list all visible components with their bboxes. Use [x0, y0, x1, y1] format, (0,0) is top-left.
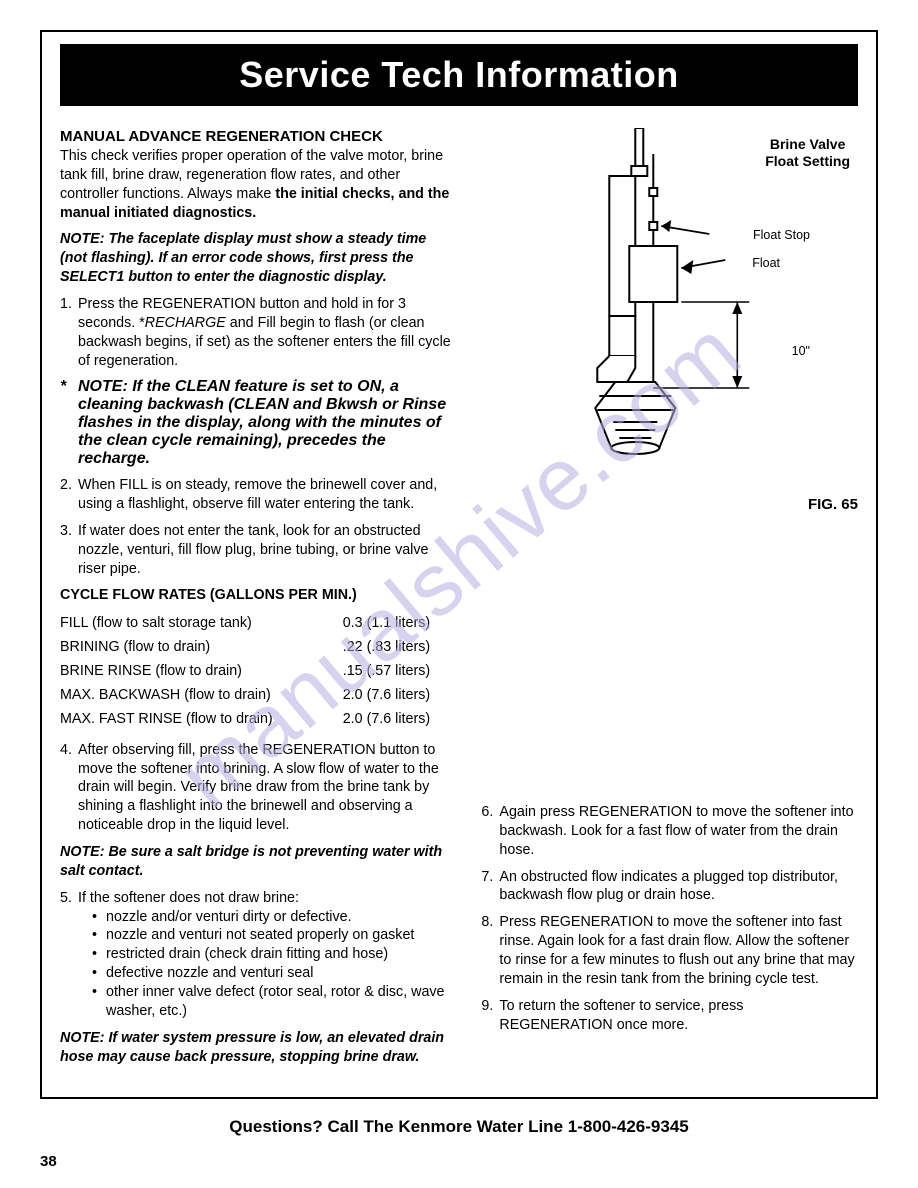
list-item: restricted drain (check drain fitting an…	[96, 945, 455, 964]
step-text: An obstructed flow indicates a plugged t…	[499, 868, 858, 906]
page-title-banner: Service Tech Information	[60, 44, 858, 106]
step-8: 8. Press REGENERATION to move the soften…	[481, 913, 858, 988]
star-note-row: * NOTE: If the CLEAN feature is set to O…	[60, 378, 455, 468]
step-3: 3. If water does not enter the tank, loo…	[60, 522, 455, 579]
page-number: 38	[40, 1153, 57, 1170]
note-salt-bridge: NOTE: Be sure a salt bridge is not preve…	[60, 843, 455, 881]
step-6: 6. Again press REGENERATION to move the …	[481, 803, 858, 860]
rate-value: 2.0 (7.6 liters)	[323, 707, 456, 731]
step-2: 2. When FILL is on steady, remove the br…	[60, 476, 455, 514]
note-faceplate: NOTE: The faceplate display must show a …	[60, 230, 455, 287]
steps-list-4: 5. If the softener does not draw brine: …	[60, 889, 455, 1021]
label-float: Float	[752, 256, 780, 271]
step-text: When FILL is on steady, remove the brine…	[78, 476, 455, 514]
rate-value: 0.3 (1.1 liters)	[323, 611, 456, 635]
steps-list-2: 2. When FILL is on steady, remove the br…	[60, 476, 455, 578]
brine-valve-diagram: Brine Valve Float Setting Float Stop Flo…	[481, 128, 858, 488]
step-number: 3.	[60, 522, 78, 579]
page-frame: Service Tech Information manualshive.com…	[40, 30, 878, 1099]
spacer	[481, 513, 858, 803]
steps-list: 1. Press the REGENERATION button and hol…	[60, 295, 455, 370]
section-heading: MANUAL ADVANCE REGENERATION CHECK	[60, 128, 455, 145]
table-row: MAX. BACKWASH (flow to drain)2.0 (7.6 li…	[60, 683, 455, 707]
step-9: 9. To return the softener to service, pr…	[481, 997, 858, 1035]
step-number: 1.	[60, 295, 78, 370]
step-text: Press REGENERATION to move the softener …	[499, 913, 858, 988]
step-number: 5.	[60, 889, 78, 1021]
flow-rates-table: FILL (flow to salt storage tank)0.3 (1.1…	[60, 611, 455, 731]
step-number: 9.	[481, 997, 499, 1035]
table-row: FILL (flow to salt storage tank)0.3 (1.1…	[60, 611, 455, 635]
table-row: BRINING (flow to drain).22 (.83 liters)	[60, 635, 455, 659]
step-number: 6.	[481, 803, 499, 860]
diagram-title-1: Brine Valve	[770, 136, 846, 152]
content-columns: MANUAL ADVANCE REGENERATION CHECK This c…	[60, 128, 858, 1075]
rate-value: .22 (.83 liters)	[323, 635, 456, 659]
step-text: Again press REGENERATION to move the sof…	[499, 803, 858, 860]
column-right: Brine Valve Float Setting Float Stop Flo…	[481, 128, 858, 1075]
step-number: 2.	[60, 476, 78, 514]
label-dim: 10"	[792, 344, 810, 359]
diagram-svg	[481, 128, 858, 488]
diagram-title: Brine Valve Float Setting	[765, 136, 850, 170]
step-text: To return the softener to service, press…	[499, 997, 858, 1035]
figure-label: FIG. 65	[481, 496, 858, 513]
step-text: If water does not enter the tank, look f…	[78, 522, 455, 579]
step-number: 7.	[481, 868, 499, 906]
column-left: MANUAL ADVANCE REGENERATION CHECK This c…	[60, 128, 455, 1075]
steps-list-right: 6. Again press REGENERATION to move the …	[481, 803, 858, 1034]
note-pressure: NOTE: If water system pressure is low, a…	[60, 1029, 455, 1067]
step1-recharge: RECHARGE	[145, 315, 226, 331]
rate-label: FILL (flow to salt storage tank)	[60, 611, 323, 635]
step-4: 4. After observing fill, press the REGEN…	[60, 741, 455, 835]
step-7: 7. An obstructed flow indicates a plugge…	[481, 868, 858, 906]
footer-questions: Questions? Call The Kenmore Water Line 1…	[40, 1117, 878, 1137]
step-number: 4.	[60, 741, 78, 835]
step-text: If the softener does not draw brine: noz…	[78, 889, 455, 1021]
step5-lead: If the softener does not draw brine:	[78, 890, 299, 906]
rate-label: MAX. FAST RINSE (flow to drain)	[60, 707, 323, 731]
step-5: 5. If the softener does not draw brine: …	[60, 889, 455, 1021]
star-note-text: NOTE: If the CLEAN feature is set to ON,…	[78, 378, 455, 468]
diagram-title-2: Float Setting	[765, 153, 850, 169]
rate-value: 2.0 (7.6 liters)	[323, 683, 456, 707]
rate-label: BRINE RINSE (flow to drain)	[60, 659, 323, 683]
step-1: 1. Press the REGENERATION button and hol…	[60, 295, 455, 370]
intro-paragraph: This check verifies proper operation of …	[60, 147, 455, 222]
label-float-stop: Float Stop	[753, 228, 810, 243]
list-item: nozzle and venturi not seated properly o…	[96, 926, 455, 945]
rate-label: MAX. BACKWASH (flow to drain)	[60, 683, 323, 707]
brine-bullets: nozzle and/or venturi dirty or defective…	[78, 908, 455, 1021]
list-item: defective nozzle and venturi seal	[96, 964, 455, 983]
step-text: After observing fill, press the REGENERA…	[78, 741, 455, 835]
step-text: Press the REGENERATION button and hold i…	[78, 295, 455, 370]
table-row: BRINE RINSE (flow to drain).15 (.57 lite…	[60, 659, 455, 683]
table-row: MAX. FAST RINSE (flow to drain)2.0 (7.6 …	[60, 707, 455, 731]
list-item: other inner valve defect (rotor seal, ro…	[96, 983, 455, 1021]
steps-list-3: 4. After observing fill, press the REGEN…	[60, 741, 455, 835]
step-number: 8.	[481, 913, 499, 988]
rate-label: BRINING (flow to drain)	[60, 635, 323, 659]
rates-heading: CYCLE FLOW RATES (GALLONS PER MIN.)	[60, 587, 455, 603]
star-mark: *	[60, 378, 78, 468]
rate-value: .15 (.57 liters)	[323, 659, 456, 683]
list-item: nozzle and/or venturi dirty or defective…	[96, 908, 455, 927]
